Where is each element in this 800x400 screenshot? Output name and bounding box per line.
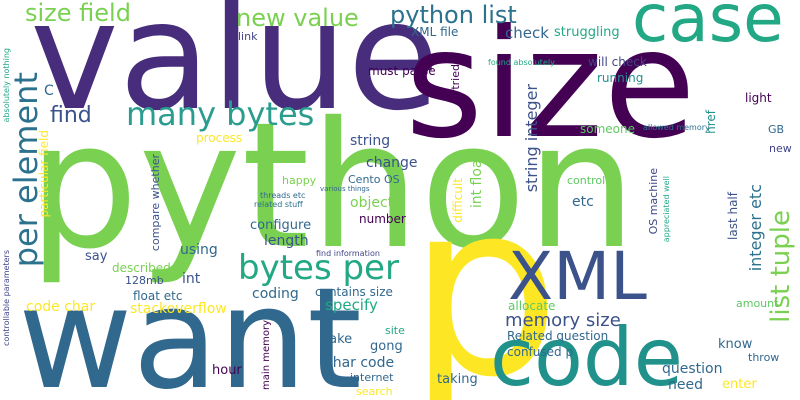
word-allocate: allocate	[508, 299, 556, 313]
word-change: change	[366, 155, 418, 171]
word-gb: GB	[768, 123, 785, 136]
word-number: number	[359, 212, 406, 226]
word-running: running	[597, 71, 644, 85]
word-absolutely-nothing: absolutely nothing	[2, 48, 11, 123]
word-link: link	[238, 30, 258, 43]
word-threads-etc: threads etc	[260, 191, 306, 200]
word-memory-size: memory size	[505, 310, 621, 331]
word-xml: XML	[508, 238, 647, 315]
word-amount: amount	[736, 297, 779, 310]
word-compare-whether: compare whether	[149, 154, 162, 252]
word-say: say	[85, 249, 108, 264]
word-python: python	[28, 85, 637, 288]
word-gong: gong	[370, 339, 403, 354]
word-found-absolutely: found absolutely	[488, 58, 555, 67]
word-various-things: various things	[320, 185, 370, 193]
word-bytes-per: bytes per	[238, 248, 399, 288]
word-c: C	[44, 83, 54, 99]
word-tried: tried	[449, 64, 462, 90]
word-last-half: last half	[726, 192, 740, 240]
word-want: want	[18, 258, 362, 400]
word-contains-size: contains size	[315, 285, 393, 299]
word-many-bytes: many bytes	[126, 95, 315, 133]
word-xml-file: XML file	[411, 25, 459, 39]
word-light: light	[745, 91, 772, 105]
word-someone: someone	[580, 122, 635, 136]
word-value: value	[30, 0, 440, 144]
word-size-field: size field	[25, 0, 131, 27]
word-length: length	[264, 233, 309, 249]
word-question: question	[662, 361, 723, 377]
word-need: need	[668, 377, 703, 393]
word-coding: coding	[252, 286, 299, 302]
word-particular-field: particular field	[37, 130, 51, 218]
word-p: p	[408, 150, 561, 400]
word-control: control	[567, 174, 606, 187]
word-know: know	[718, 337, 753, 352]
word-internet: internet	[350, 371, 394, 384]
word-related-question: Related question	[507, 329, 609, 343]
word-find-information: find information	[316, 249, 380, 258]
word-allowed-memory: allowed memory	[643, 123, 710, 132]
word-string: string	[350, 133, 391, 149]
word-etc: etc	[572, 194, 594, 210]
word-enter: enter	[722, 377, 757, 392]
word-float-etc: float etc	[133, 289, 183, 303]
word-process: process	[196, 131, 243, 145]
word-confused-p: confused p	[507, 345, 574, 359]
word-take: take	[324, 332, 353, 347]
word-int: int	[182, 271, 201, 287]
word-hour: hour	[212, 363, 242, 378]
word-128mb: 128mb	[125, 274, 164, 287]
word-taking: taking	[437, 372, 478, 387]
word-related-stuff: related stuff	[254, 200, 303, 209]
word-using: using	[180, 242, 218, 258]
word-new-value: new value	[236, 4, 359, 32]
word-string-integer: string integer	[522, 84, 541, 193]
word-case: case	[632, 0, 784, 57]
word-new: new	[769, 142, 792, 155]
word-find: find	[50, 103, 92, 128]
word-stackoverflow: stackoverflow	[130, 301, 227, 317]
word-specify: specify	[325, 296, 378, 314]
word-configure: configure	[250, 218, 312, 233]
word-int-float: int float	[469, 154, 485, 209]
word-char-code: char code	[325, 355, 395, 371]
word-controllable-parameters: controllable parameters	[2, 250, 11, 347]
word-check: check	[505, 24, 549, 42]
word-objects: objects	[350, 195, 401, 211]
word-integer-etc: integer etc	[746, 184, 765, 272]
word-will-check: will check	[588, 55, 647, 69]
word-code: code	[490, 311, 683, 400]
word-site: site	[385, 324, 405, 337]
word-code-char: code char	[26, 299, 96, 315]
word-search: search	[356, 385, 393, 398]
word-described: described	[112, 261, 171, 275]
word-difficult: difficult	[451, 178, 465, 223]
word-must-parse: must parse	[368, 64, 436, 78]
word-happy: happy	[282, 174, 317, 187]
word-throw: throw	[748, 351, 780, 364]
word-appreciated-well: appreciated well	[662, 176, 671, 243]
word-size: size	[405, 0, 696, 172]
word-os-machine: OS machine	[647, 168, 660, 235]
word-python-list: python list	[390, 1, 517, 29]
word-main-memory: main memory	[261, 320, 272, 390]
word-cento-os: Cento OS	[348, 173, 400, 186]
word-struggling: struggling	[554, 25, 620, 40]
